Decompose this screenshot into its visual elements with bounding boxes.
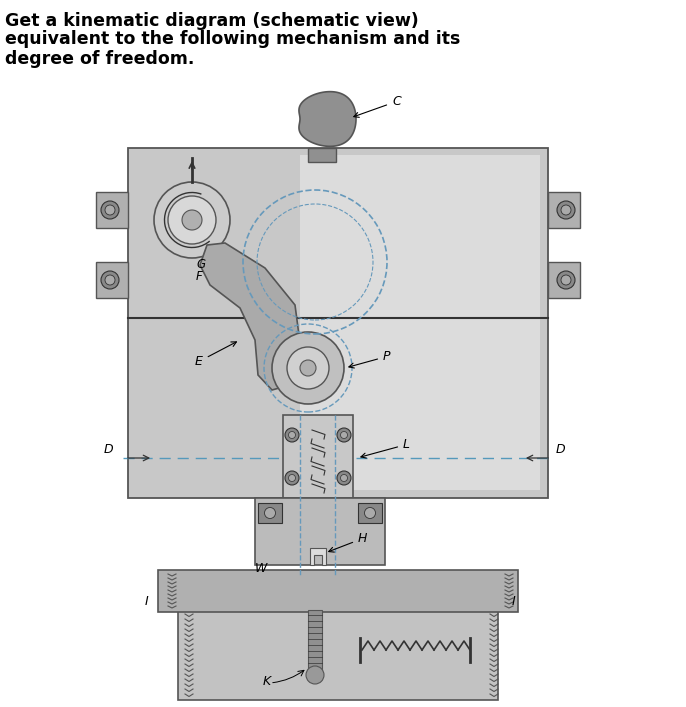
Polygon shape bbox=[308, 148, 336, 162]
Text: C: C bbox=[354, 95, 401, 117]
Text: G: G bbox=[196, 258, 205, 271]
Polygon shape bbox=[255, 498, 385, 565]
Polygon shape bbox=[283, 415, 353, 498]
Polygon shape bbox=[96, 262, 128, 298]
Text: H: H bbox=[329, 532, 368, 552]
Circle shape bbox=[557, 271, 575, 289]
Circle shape bbox=[101, 271, 119, 289]
Polygon shape bbox=[548, 192, 580, 228]
Circle shape bbox=[364, 508, 375, 518]
Circle shape bbox=[289, 431, 296, 438]
Circle shape bbox=[561, 275, 571, 285]
Text: F: F bbox=[196, 270, 203, 283]
Circle shape bbox=[105, 275, 115, 285]
Polygon shape bbox=[258, 503, 282, 523]
Circle shape bbox=[265, 508, 276, 518]
Circle shape bbox=[337, 428, 351, 442]
Polygon shape bbox=[158, 570, 518, 612]
Text: W: W bbox=[255, 562, 268, 575]
Polygon shape bbox=[310, 548, 326, 565]
Polygon shape bbox=[300, 155, 540, 490]
Circle shape bbox=[287, 347, 329, 389]
Text: D: D bbox=[104, 443, 114, 456]
Text: K: K bbox=[263, 675, 271, 688]
Circle shape bbox=[340, 431, 348, 438]
Text: P: P bbox=[349, 350, 390, 368]
Polygon shape bbox=[128, 148, 548, 498]
Text: E: E bbox=[195, 342, 237, 368]
Polygon shape bbox=[358, 503, 382, 523]
Polygon shape bbox=[299, 92, 356, 146]
Text: D: D bbox=[556, 443, 566, 456]
Text: degree of freedom.: degree of freedom. bbox=[5, 50, 194, 68]
Text: equivalent to the following mechanism and its: equivalent to the following mechanism an… bbox=[5, 30, 460, 48]
Text: L: L bbox=[361, 438, 410, 458]
Circle shape bbox=[306, 666, 324, 684]
Polygon shape bbox=[548, 262, 580, 298]
Circle shape bbox=[101, 201, 119, 219]
Circle shape bbox=[154, 182, 230, 258]
Text: I: I bbox=[512, 595, 516, 608]
Circle shape bbox=[168, 196, 216, 244]
Circle shape bbox=[289, 474, 296, 481]
Circle shape bbox=[285, 428, 299, 442]
Polygon shape bbox=[96, 192, 128, 228]
Circle shape bbox=[182, 210, 202, 230]
Polygon shape bbox=[178, 610, 498, 700]
Circle shape bbox=[557, 201, 575, 219]
Circle shape bbox=[337, 471, 351, 485]
Text: Get a kinematic diagram (schematic view): Get a kinematic diagram (schematic view) bbox=[5, 12, 418, 30]
Polygon shape bbox=[200, 243, 302, 390]
Circle shape bbox=[272, 332, 344, 404]
Circle shape bbox=[285, 471, 299, 485]
Polygon shape bbox=[308, 610, 322, 670]
Circle shape bbox=[300, 360, 316, 376]
Circle shape bbox=[105, 205, 115, 215]
Circle shape bbox=[340, 474, 348, 481]
Text: I: I bbox=[145, 595, 149, 608]
Circle shape bbox=[561, 205, 571, 215]
